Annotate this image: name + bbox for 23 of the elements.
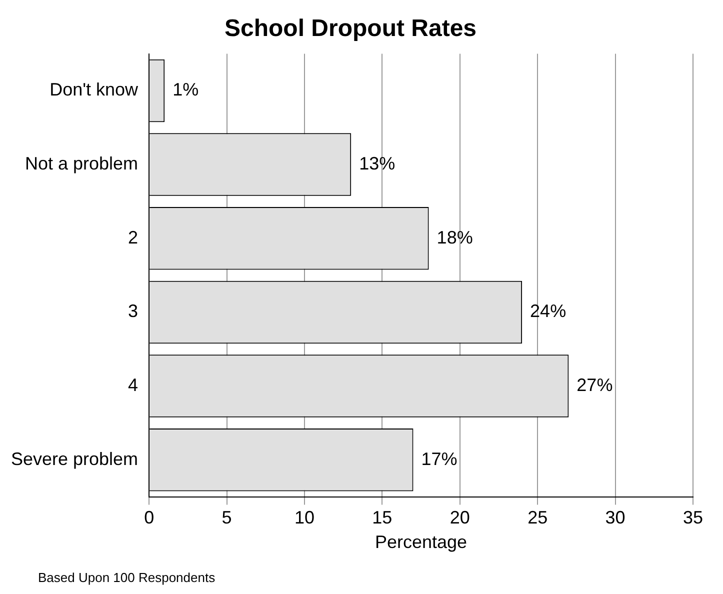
x-tick-label: 15 (372, 508, 392, 528)
data-label: 24% (530, 301, 566, 322)
chart-title: School Dropout Rates (224, 15, 477, 42)
y-tick-label: Not a problem (25, 154, 138, 174)
y-tick-label: 3 (128, 301, 138, 322)
text: Based Upon 100 Respondents (38, 570, 216, 585)
data-label: 13% (359, 154, 396, 174)
y-tick-label: 4 (128, 375, 138, 396)
x-axis-title: Percentage (374, 532, 468, 552)
y-tick-label: Severe problem (10, 448, 138, 469)
x-tick-label: 20 (450, 508, 470, 528)
x-tick-label: 35 (682, 508, 704, 528)
data-label: 17% (421, 448, 458, 469)
x-tick-label: 5 (222, 508, 232, 528)
y-tick-label: 2 (128, 227, 138, 248)
x-tick-label: 25 (528, 508, 548, 528)
data-label: 18% (436, 227, 473, 248)
data-label: 1% (172, 80, 199, 100)
x-tick-label: 30 (605, 508, 626, 528)
x-tick-label: 10 (294, 508, 314, 528)
x-tick-label: 0 (144, 508, 154, 528)
data-label: 27% (576, 375, 613, 396)
y-tick-label: Don't know (50, 80, 140, 100)
